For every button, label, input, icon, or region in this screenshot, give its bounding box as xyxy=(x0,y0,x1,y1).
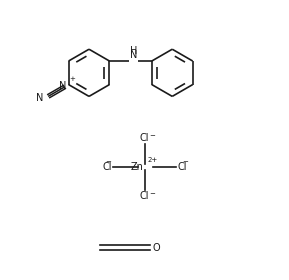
Text: H: H xyxy=(130,46,137,56)
Text: 2+: 2+ xyxy=(147,157,158,163)
Text: O: O xyxy=(152,242,160,253)
Text: Cl: Cl xyxy=(103,162,112,172)
Text: N: N xyxy=(59,81,66,91)
Text: Cl: Cl xyxy=(178,162,187,172)
Text: N: N xyxy=(36,94,43,104)
Text: Cl: Cl xyxy=(140,191,149,201)
Text: Cl: Cl xyxy=(140,133,149,143)
Text: N: N xyxy=(130,50,137,60)
Text: −: − xyxy=(105,159,111,165)
Text: −: − xyxy=(149,133,155,139)
Text: −: − xyxy=(182,159,188,165)
Text: Zn: Zn xyxy=(130,162,143,172)
Text: −: − xyxy=(149,191,155,197)
Text: +: + xyxy=(69,76,75,82)
